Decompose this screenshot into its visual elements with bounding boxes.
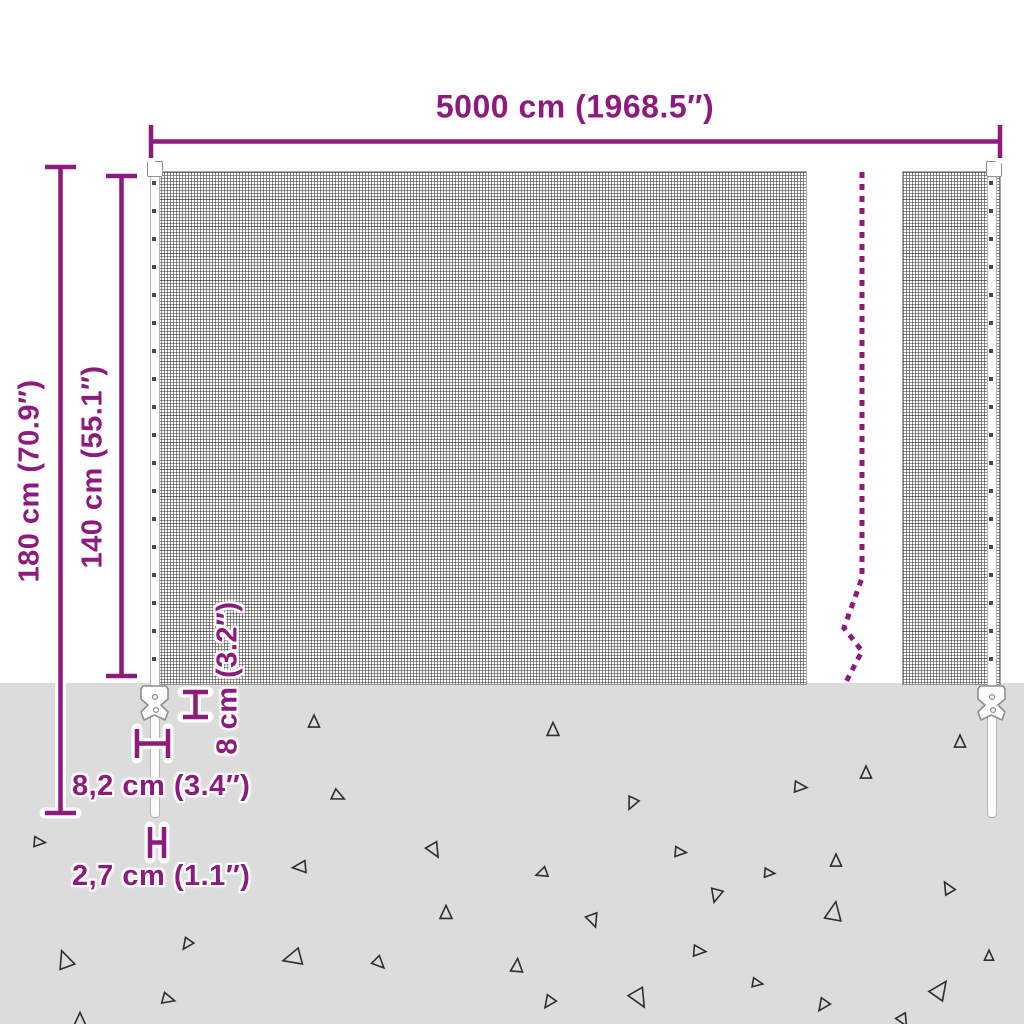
post-width-dimension-label: 2,7 cm (1.1″) [72,860,251,892]
gravel-triangle [329,787,347,800]
ground-anchor-bracket-left [140,685,169,721]
gravel-triangle [33,835,48,848]
gravel-triangle [290,859,307,874]
gravel-triangle [894,1011,908,1024]
gravel-triangle [626,985,646,1009]
gravel-triangle [543,993,558,1010]
dimension-marker-width [151,125,1000,158]
gravel-triangle [509,956,524,973]
width-dimension-label: 5000 cm (1968.5″) [435,88,715,125]
gravel-triangle [424,840,440,859]
gravel-triangle [823,899,842,922]
gravel-triangle [534,865,550,878]
gravel-triangle [281,946,304,966]
gravel-triangle [983,948,995,961]
gravel-triangle [763,866,777,879]
total-height-dimension-label: 180 cm (70.9″) [13,379,46,583]
gravel-triangle [438,903,454,920]
dimension-marker-post-width [150,827,164,858]
mesh-clips-left [152,181,156,677]
dimension-marker-mesh-height [106,176,137,676]
anchor-height-dimension-label: 8 cm (3.2″) [211,601,244,755]
dimension-marker-anchor-width [137,729,168,758]
gravel-triangle [859,764,873,779]
mesh-panel-main [152,172,806,684]
gravel-triangle [628,794,641,812]
gravel-triangle [545,720,561,737]
gravel-triangle [674,845,689,858]
gravel-triangle [829,852,843,867]
gravel-triangle [692,943,708,958]
gravel-triangle [160,990,177,1005]
gravel-triangle [943,880,957,897]
mesh-height-dimension-label: 140 cm (55.1″) [76,365,109,569]
gravel-triangle [751,976,765,988]
ground-anchor-bracket-right [977,685,1006,721]
gravel-triangle [73,1010,87,1024]
gravel-triangle [710,887,725,905]
gravel-triangle [793,779,809,794]
gravel-triangle [927,979,948,1003]
gravel-triangle [817,996,832,1013]
gravel-triangle [182,935,196,951]
dimension-marker-anchor-height [183,692,208,717]
gravel-triangle [584,911,598,929]
break-line-dashed [841,172,865,686]
gravel-triangle [307,713,321,728]
gravel-triangle [953,733,967,748]
mesh-clips-right [989,181,993,677]
dimension-marker-total-height [45,167,76,813]
mesh-panel-right [903,172,1000,684]
post-top-cap-right [986,161,1002,177]
anchor-width-dimension-label: 8,2 cm (3.4″) [72,770,251,802]
gravel-triangle [59,948,77,971]
gravel-triangle [370,954,386,970]
